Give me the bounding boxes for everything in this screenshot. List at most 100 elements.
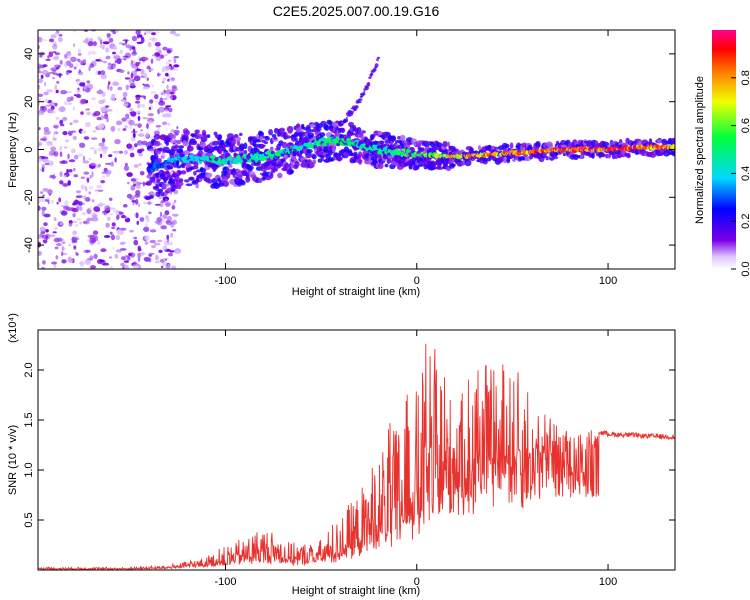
spectrogram-cell <box>86 218 90 223</box>
spectrogram-cell <box>328 157 335 162</box>
spectrogram-cell <box>88 66 91 72</box>
spectrogram-cell <box>73 200 80 205</box>
spectrogram-cell <box>477 145 482 151</box>
spectrogram-cell <box>58 34 63 37</box>
spectrogram-cell <box>376 56 381 59</box>
spectrogram-cell <box>155 124 162 128</box>
spectrogram-cell <box>123 260 130 263</box>
spectrogram-cell <box>168 79 173 82</box>
spectrogram-cell <box>80 111 84 115</box>
spectrogram-cell <box>151 54 157 57</box>
spectrogram-cell <box>73 174 79 178</box>
spectrogram-cell <box>89 174 92 179</box>
spectrogram-cell <box>45 198 50 202</box>
spectrogram-cell <box>140 129 143 132</box>
spectrogram-cell <box>132 132 136 138</box>
spectrogram-cell <box>39 138 47 141</box>
spectrogram-cell <box>251 136 258 141</box>
spectrogram-cell <box>277 172 283 179</box>
spectrogram-cell <box>105 47 110 53</box>
colorbar-gradient <box>712 30 736 269</box>
spectrogram-cell <box>123 125 128 129</box>
spectrogram-cell <box>184 134 189 142</box>
colorbar-tick-label: 0.2 <box>740 214 750 229</box>
spectrogram-cell <box>165 220 173 226</box>
spectrogram-cell <box>106 33 111 37</box>
spectrogram-cell <box>66 169 69 174</box>
spectrogram-cell <box>193 171 197 176</box>
spectrogram-cell <box>131 35 138 42</box>
spectrogram-cell <box>149 30 154 33</box>
spectrogram-cell <box>128 119 135 126</box>
spectrogram-cell <box>142 86 150 90</box>
spectrogram-cell <box>138 248 142 251</box>
spectrogram-cell <box>199 167 207 173</box>
spectrogram-cell <box>442 141 448 147</box>
spectrogram-cell <box>154 203 161 206</box>
spectrogram-cell <box>155 183 159 190</box>
spectrogram-cell <box>38 205 41 211</box>
spectrogram-cell <box>435 147 439 151</box>
spectrogram-cell <box>143 226 150 232</box>
spectrogram-cell <box>76 205 80 212</box>
spectrogram-cell <box>444 162 449 167</box>
spectrogram-cell <box>76 190 81 194</box>
spectrogram-cell <box>356 126 362 134</box>
spectrogram-cell <box>159 201 164 208</box>
spectrogram-cell <box>69 63 74 69</box>
spectrogram-cell <box>54 238 61 243</box>
spectrogram-cell <box>111 226 115 229</box>
spectrogram-cell <box>102 137 106 143</box>
spectrogram-cell <box>188 176 195 181</box>
spectrogram-cell <box>546 141 553 148</box>
spectrogram-cell <box>320 154 324 161</box>
spectrogram-cell <box>42 260 46 265</box>
spectrogram-cell <box>146 77 149 82</box>
spectrogram-cell <box>165 141 169 147</box>
spectrogram-cell <box>40 191 44 194</box>
spectrogram-cell <box>89 63 95 68</box>
spectrogram-cell <box>129 252 136 258</box>
spectrogram-cell <box>77 87 80 90</box>
spectrogram-cell <box>105 109 113 112</box>
spectrogram-cell <box>41 70 49 75</box>
spectrogram-cell <box>81 130 86 134</box>
spectrogram-cell <box>39 54 43 58</box>
spectrogram-cell <box>47 201 50 205</box>
spectrogram-cell <box>243 142 248 150</box>
spectrogram-cell <box>72 119 79 124</box>
spectrogram-cell <box>99 70 106 75</box>
spectrogram-cell <box>160 265 164 269</box>
spectrogram-cell <box>112 63 116 69</box>
spectrogram-cell <box>154 220 161 224</box>
spectrogram-cell <box>319 132 326 138</box>
spectrogram-cell <box>38 36 43 43</box>
spectrogram-cell <box>372 67 377 72</box>
spectrogram-cell <box>153 140 161 147</box>
spectrogram-cell <box>419 147 425 152</box>
spectrogram-cell <box>110 265 113 269</box>
spectrogram-cell <box>43 91 49 96</box>
colorbar-label: Normalized spectral amplitude <box>694 76 706 224</box>
spectrogram-cell <box>41 266 45 269</box>
spectrogram-cell <box>89 206 92 211</box>
spectrogram-cell <box>545 156 549 161</box>
spectrogram-cell <box>133 237 137 240</box>
spectrogram-cell <box>162 77 166 82</box>
spectrogram-cell <box>122 204 128 208</box>
spectrogram-cell <box>38 141 43 147</box>
spectrogram-cell <box>119 69 125 74</box>
spectrogram-cell <box>54 52 60 56</box>
spectrogram-cell <box>207 178 213 184</box>
spectrogram-cell <box>101 146 108 150</box>
spectrogram-cell <box>67 257 74 263</box>
spectrogram-cell <box>158 106 165 113</box>
spectrogram-cell <box>178 145 185 149</box>
spectrogram-cell <box>49 110 57 114</box>
spectrogram-cell <box>122 103 128 106</box>
spectrogram-cell <box>55 255 59 260</box>
spectrogram-cell <box>84 38 89 44</box>
spectrogram-cell <box>65 139 70 143</box>
spectrogram-cell <box>59 119 63 125</box>
spectrogram-cell <box>535 141 541 148</box>
